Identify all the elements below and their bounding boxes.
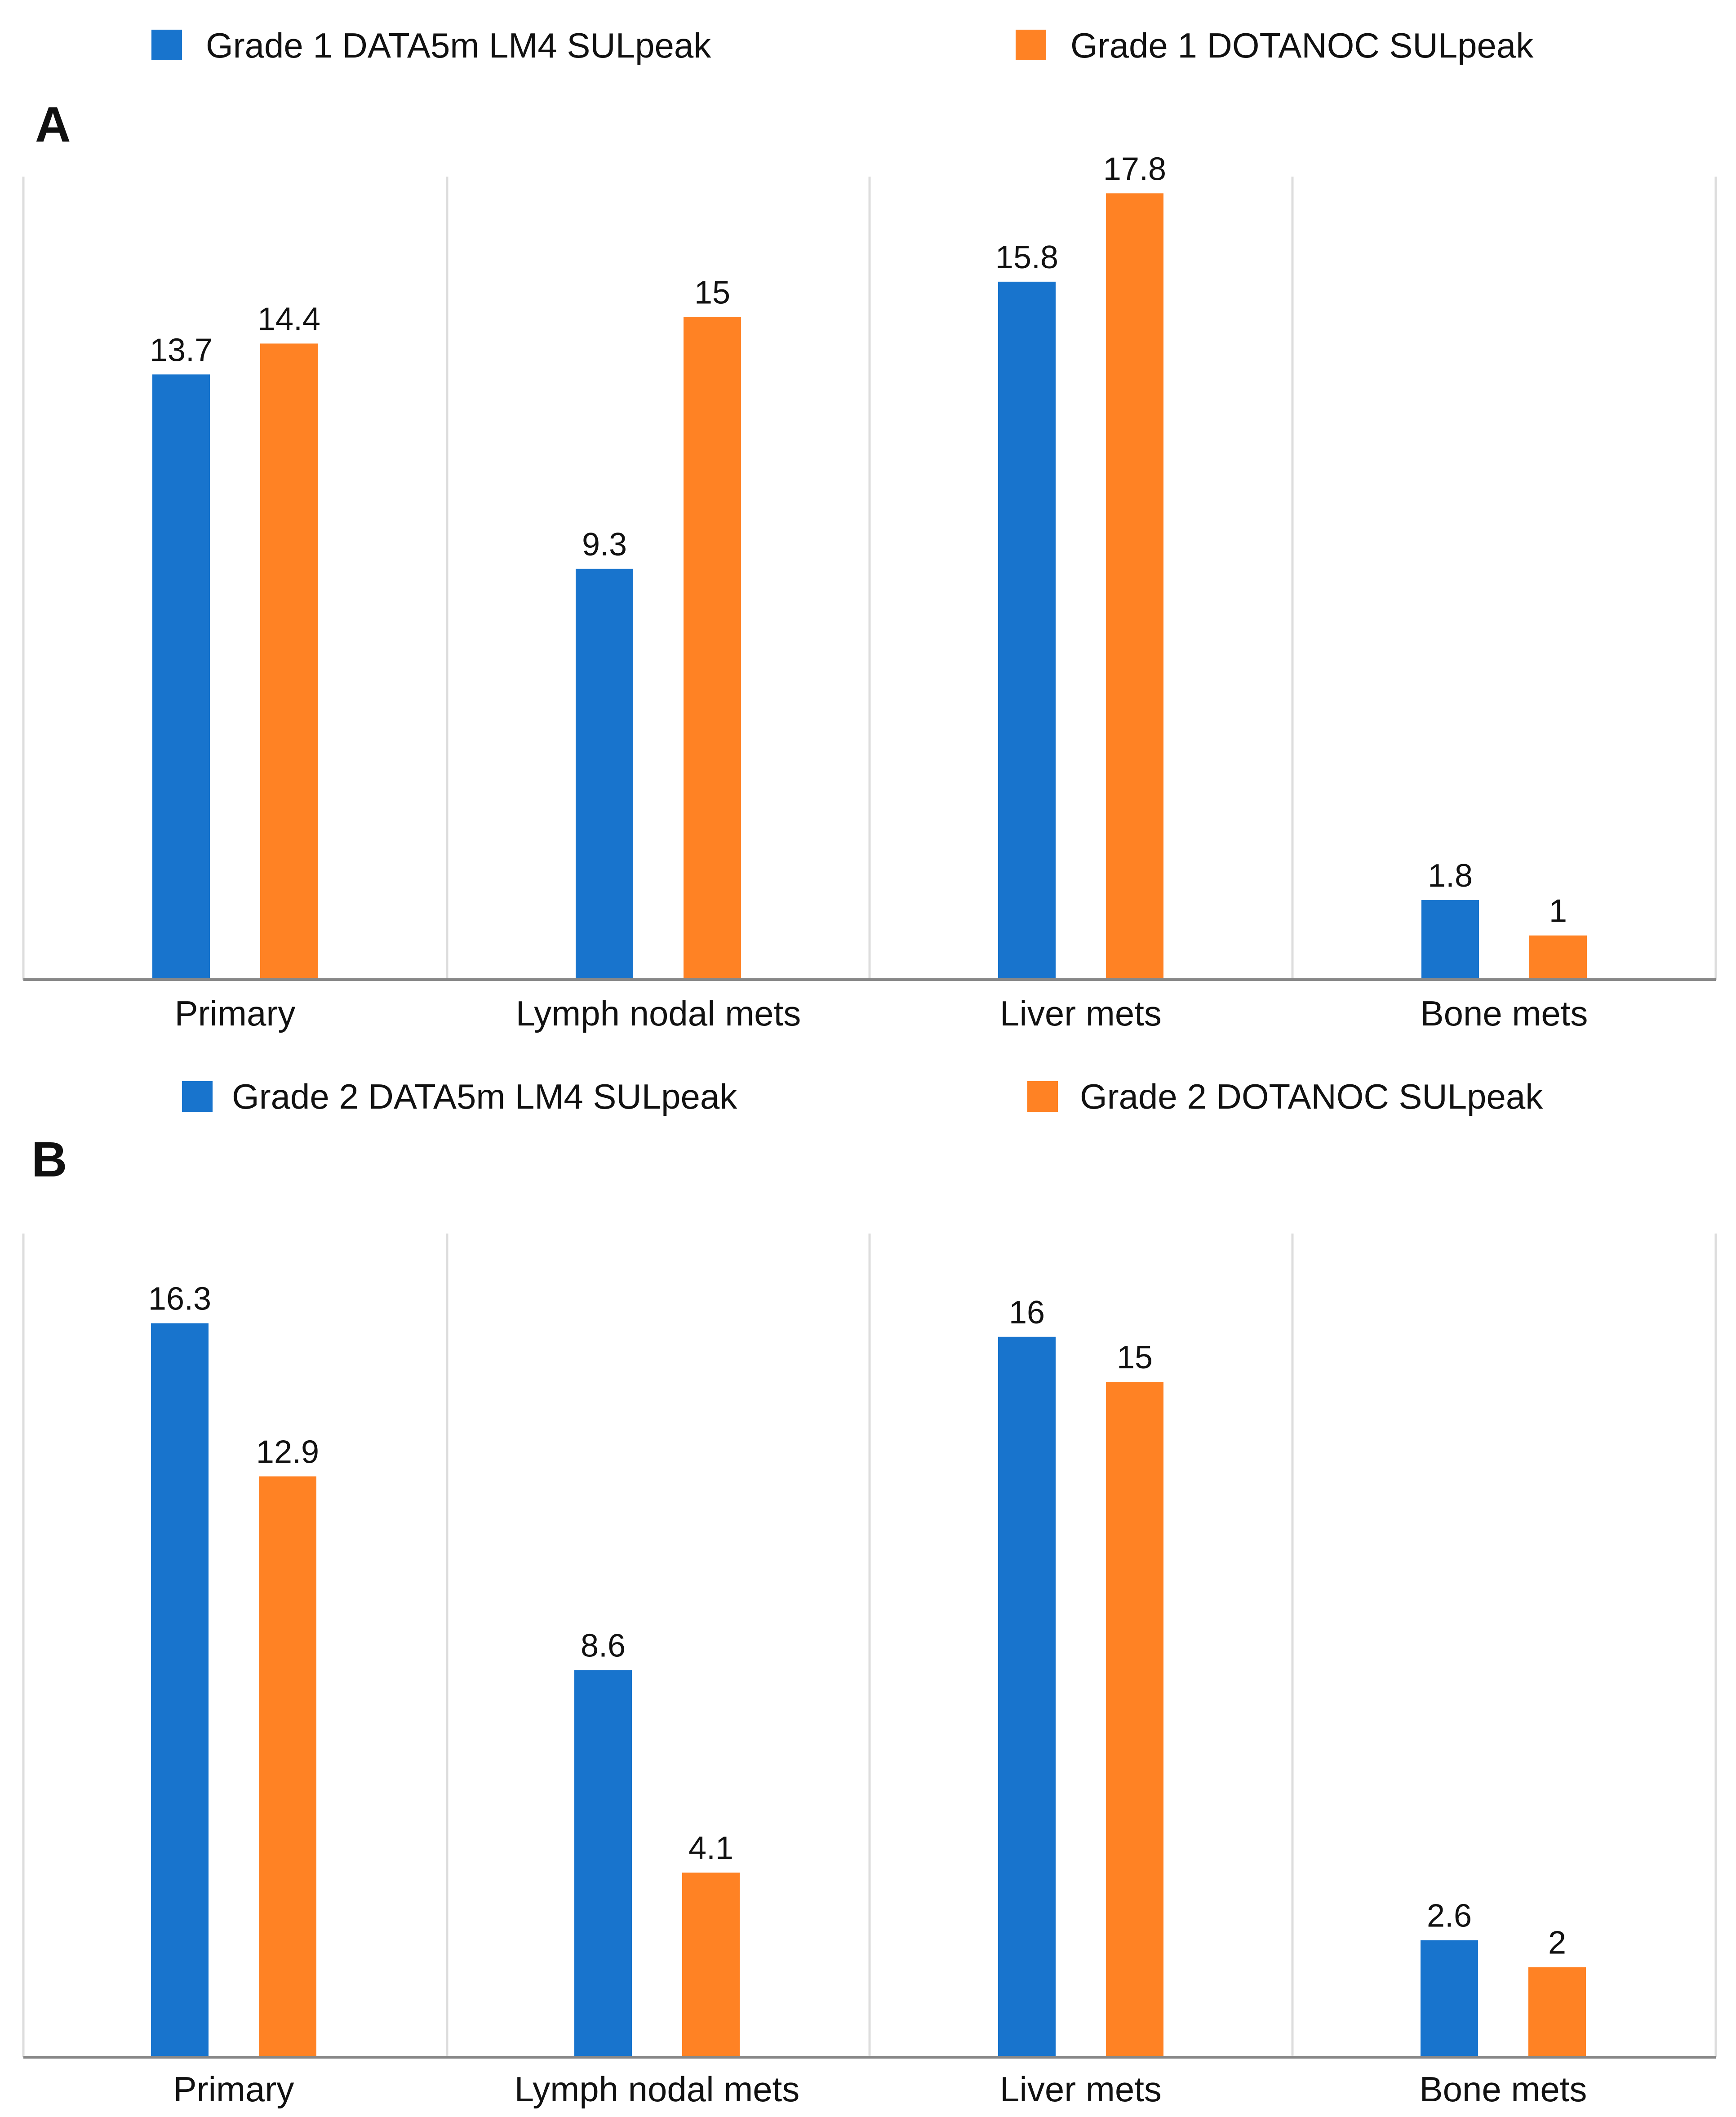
value-label-b-liver-series-1: 16 (1009, 1295, 1045, 1331)
value-labels-a: 13.7 9.3 15.8 1.8 14.4 15 17.8 1 (150, 151, 1567, 929)
bar-a-liver-series-1 (998, 281, 1056, 980)
value-label-a-lymph-series-1: 9.3 (582, 527, 627, 563)
value-label-b-bone-series-2: 2 (1548, 1925, 1566, 1961)
legend-label-b-series-2: Grade 2 DOTANOC SULpeak (1080, 1077, 1543, 1116)
legend-label-b-series-1: Grade 2 DATA5m LM4 SULpeak (232, 1077, 737, 1116)
value-labels-b: 16.3 8.6 16 2.6 12.9 4.1 15 2 (148, 1281, 1566, 1961)
value-label-a-bone-series-2: 1 (1549, 893, 1567, 929)
panel-label-a: A (35, 97, 71, 152)
panel-b: Grade 2 DATA5m LM4 SULpeak Grade 2 DOTAN… (22, 1077, 1717, 2109)
category-labels-a: Primary Lymph nodal mets Liver mets Bone… (175, 994, 1588, 1033)
bar-b-liver-series-2 (1106, 1382, 1163, 2057)
category-label-a-bone: Bone mets (1421, 994, 1588, 1033)
value-label-a-primary-series-1: 13.7 (150, 332, 213, 368)
value-label-b-primary-series-2: 12.9 (256, 1434, 319, 1470)
legend-swatch-b-series-1 (182, 1081, 213, 1112)
category-label-b-lymph: Lymph nodal mets (515, 2069, 799, 2109)
category-label-a-lymph: Lymph nodal mets (516, 994, 801, 1033)
bar-a-liver-series-2 (1106, 193, 1163, 980)
value-label-a-primary-series-2: 14.4 (258, 301, 320, 337)
value-label-a-liver-series-2: 17.8 (1103, 151, 1166, 187)
value-label-b-lymph-series-1: 8.6 (581, 1628, 626, 1664)
bar-a-bone-series-2 (1529, 935, 1587, 980)
legend-swatch-a-series-2 (1016, 30, 1046, 60)
grid-a (22, 177, 1717, 980)
category-labels-b: Primary Lymph nodal mets Liver mets Bone… (173, 2069, 1587, 2109)
value-label-b-liver-series-2: 15 (1117, 1340, 1153, 1376)
legend-label-a-series-2: Grade 1 DOTANOC SULpeak (1070, 26, 1534, 65)
bar-a-lymph-series-2 (684, 317, 741, 980)
bars-a (152, 193, 1587, 980)
value-label-b-bone-series-1: 2.6 (1427, 1898, 1472, 1934)
bars-b (151, 1323, 1586, 2057)
bar-a-primary-series-1 (152, 374, 210, 980)
bar-b-bone-series-1 (1421, 1940, 1478, 2057)
value-label-b-primary-series-1: 16.3 (148, 1281, 211, 1317)
bar-a-bone-series-1 (1421, 900, 1479, 980)
bar-a-primary-series-2 (260, 343, 318, 980)
bar-b-lymph-series-2 (682, 1873, 740, 2057)
legend-label-a-series-1: Grade 1 DATA5m LM4 SULpeak (206, 26, 711, 65)
category-label-b-primary: Primary (173, 2069, 294, 2109)
legend-a: Grade 1 DATA5m LM4 SULpeak Grade 1 DOTAN… (151, 26, 1534, 65)
bar-a-lymph-series-1 (576, 568, 633, 980)
value-label-b-lymph-series-2: 4.1 (688, 1830, 733, 1866)
value-label-a-liver-series-1: 15.8 (995, 240, 1058, 275)
bar-b-liver-series-1 (998, 1336, 1056, 2057)
value-label-a-bone-series-1: 1.8 (1428, 858, 1473, 894)
bar-b-primary-series-1 (151, 1323, 209, 2057)
value-label-a-lymph-series-2: 15 (694, 275, 730, 311)
category-label-b-liver: Liver mets (1000, 2069, 1162, 2109)
panel-label-b: B (31, 1132, 67, 1187)
grid-b (22, 1234, 1717, 2057)
category-label-a-liver: Liver mets (1000, 994, 1162, 1033)
legend-swatch-b-series-2 (1027, 1081, 1058, 1112)
category-label-a-primary: Primary (175, 994, 296, 1033)
category-label-b-bone: Bone mets (1420, 2069, 1587, 2109)
bar-b-bone-series-2 (1528, 1967, 1586, 2057)
legend-swatch-a-series-1 (151, 30, 182, 60)
bar-b-primary-series-2 (259, 1476, 316, 2057)
panel-a: Grade 1 DATA5m LM4 SULpeak Grade 1 DOTAN… (22, 26, 1717, 1033)
legend-b: Grade 2 DATA5m LM4 SULpeak Grade 2 DOTAN… (182, 1077, 1543, 1116)
bar-b-lymph-series-1 (574, 1670, 632, 2057)
